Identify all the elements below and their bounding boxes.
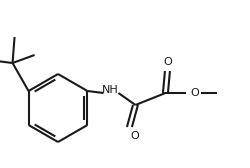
Text: O: O <box>163 57 172 67</box>
Text: O: O <box>130 131 139 141</box>
Text: O: O <box>190 88 199 98</box>
Text: NH: NH <box>102 85 119 95</box>
